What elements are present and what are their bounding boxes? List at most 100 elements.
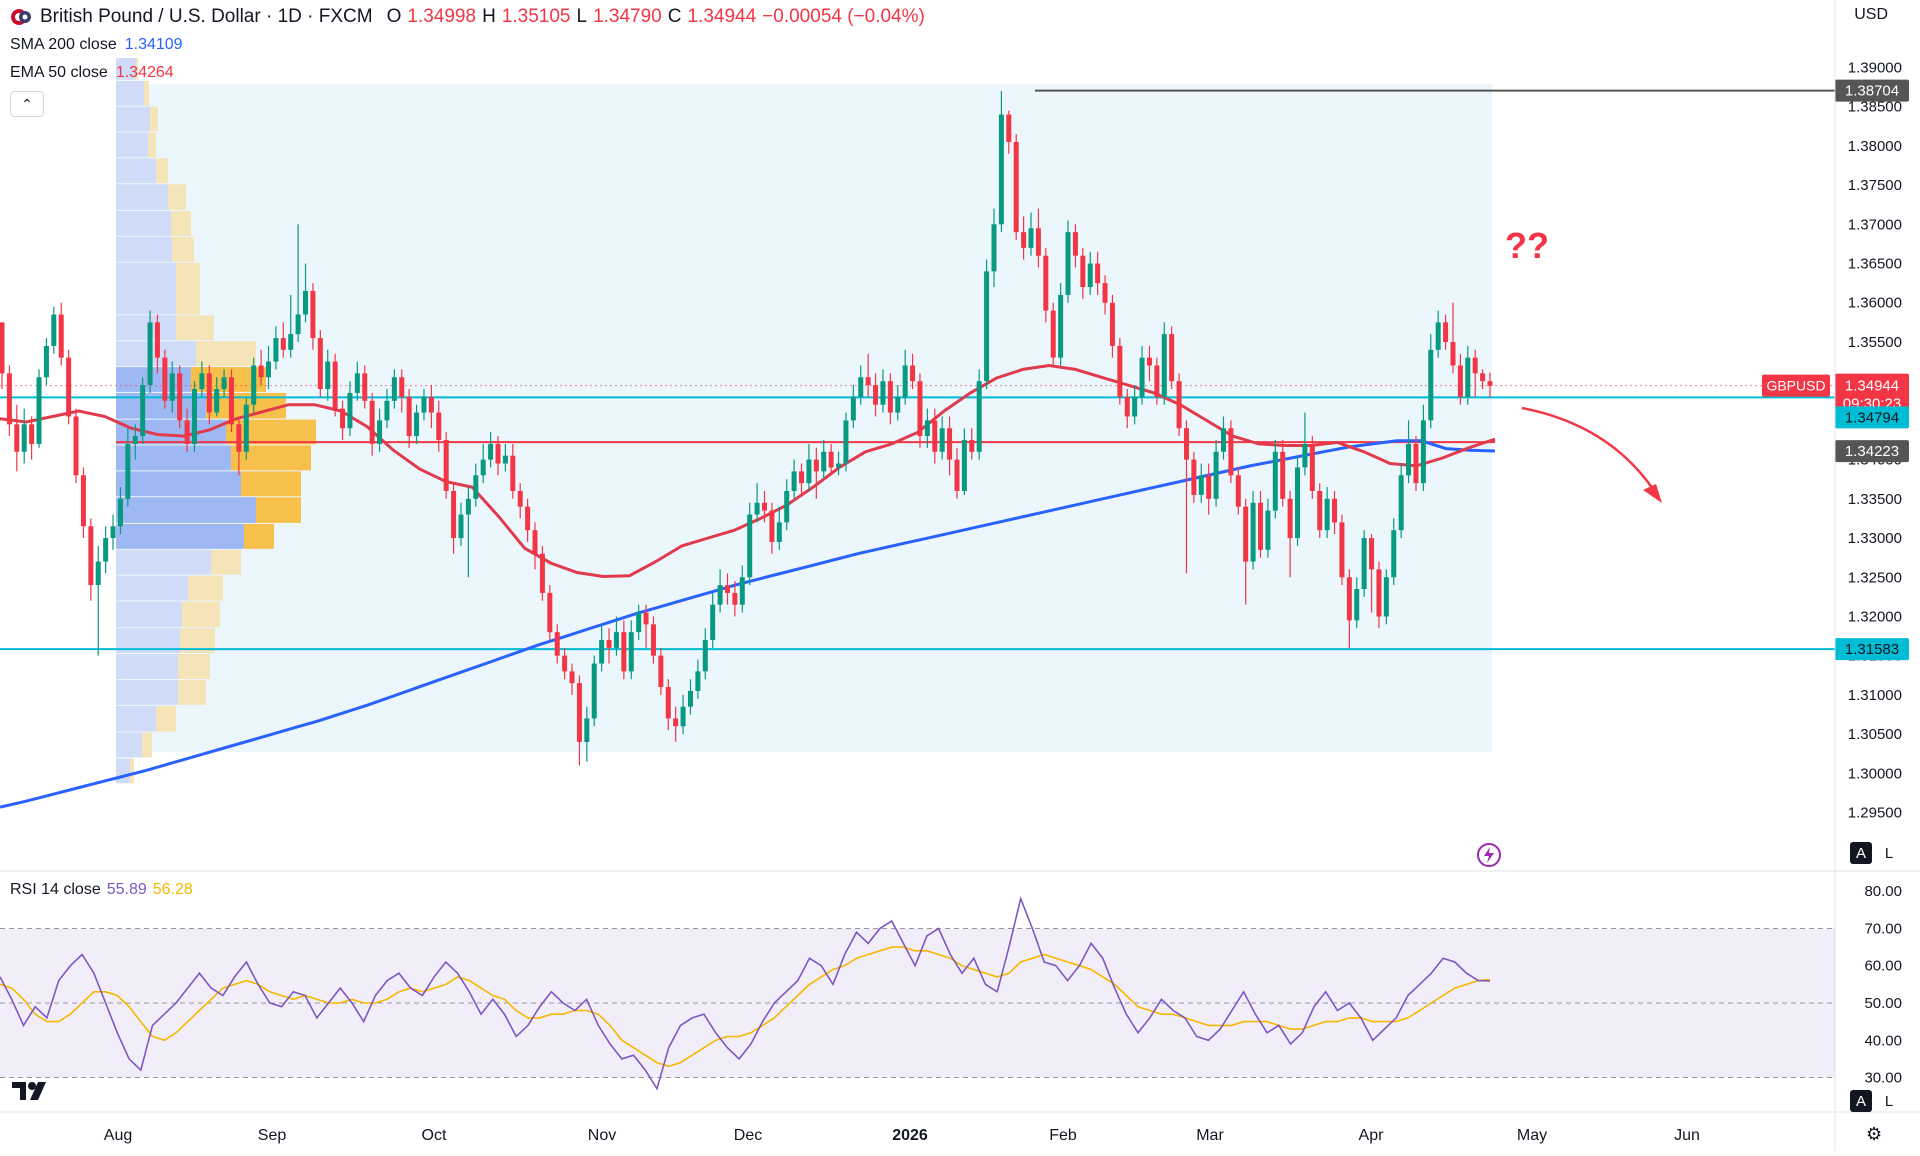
rsi-log-scale-button[interactable]: L bbox=[1884, 1092, 1894, 1110]
price-tag-label: 1.31583 bbox=[1845, 641, 1899, 658]
candle-body bbox=[177, 373, 183, 421]
candle-body bbox=[303, 290, 309, 315]
candle-body bbox=[502, 455, 508, 464]
symbol-title[interactable]: British Pound / U.S. Dollar · 1D · FXCM bbox=[40, 6, 373, 27]
candle-body bbox=[887, 381, 893, 413]
candle-body bbox=[991, 224, 997, 272]
chevron-up-icon: ⌃ bbox=[21, 95, 33, 112]
candle-body bbox=[1272, 451, 1278, 511]
price-tick-label: 1.35500 bbox=[1848, 334, 1902, 351]
candle-body bbox=[932, 420, 938, 452]
candle-body bbox=[443, 440, 449, 491]
candle-body bbox=[710, 604, 716, 640]
candle-body bbox=[1058, 294, 1064, 358]
volume-profile-bar bbox=[116, 262, 176, 315]
candle-body bbox=[1043, 255, 1049, 311]
candle-body bbox=[251, 365, 257, 405]
volume-profile-bar bbox=[178, 654, 210, 679]
candle-body bbox=[325, 361, 331, 390]
price-tag bbox=[1835, 79, 1909, 102]
candle-body bbox=[273, 338, 279, 362]
candle-body bbox=[1309, 443, 1315, 491]
rsi-band bbox=[0, 928, 1835, 1078]
candle-body bbox=[117, 498, 123, 527]
candle-body bbox=[1065, 232, 1071, 295]
volume-profile-bar bbox=[182, 601, 220, 628]
candle-body bbox=[1376, 569, 1382, 617]
volume-profile-bar bbox=[168, 184, 186, 210]
price-tick-label: 1.37000 bbox=[1848, 216, 1902, 233]
candle-body bbox=[21, 424, 27, 452]
forecast-arrow bbox=[1521, 406, 1657, 493]
candle-body bbox=[1420, 420, 1426, 484]
candle-body bbox=[828, 451, 834, 468]
candle-body bbox=[821, 451, 827, 472]
candle-body bbox=[465, 498, 471, 515]
candle-body bbox=[747, 514, 753, 578]
high-value: 1.35105 bbox=[501, 6, 571, 27]
collapse-legend-button[interactable]: ⌃ bbox=[10, 91, 44, 117]
candle-body bbox=[591, 663, 597, 719]
volume-profile-bar bbox=[116, 497, 256, 523]
price-tick-label: 1.33000 bbox=[1848, 530, 1902, 547]
symbol-header: British Pound / U.S. Dollar · 1D · FXCM … bbox=[10, 6, 925, 28]
price-tag-label: 1.34223 bbox=[1845, 443, 1899, 460]
gear-icon[interactable]: ⚙ bbox=[1866, 1124, 1883, 1144]
low-label: L bbox=[576, 6, 588, 27]
volume-profile-bar bbox=[116, 315, 176, 341]
candle-body bbox=[125, 443, 131, 499]
candle-body bbox=[517, 490, 523, 507]
rsi-tick-label: 50.00 bbox=[1864, 995, 1902, 1012]
lightning-icon[interactable] bbox=[1476, 842, 1502, 868]
log-scale-button[interactable]: L bbox=[1884, 844, 1894, 862]
candle-body bbox=[43, 345, 49, 378]
time-tick-label: Sep bbox=[258, 1127, 287, 1144]
auto-scale-button[interactable]: A bbox=[1850, 842, 1872, 864]
candle-body bbox=[1457, 365, 1463, 397]
candle-body bbox=[1183, 428, 1189, 460]
candle-body bbox=[488, 443, 494, 460]
candle-body bbox=[340, 408, 346, 429]
candle-body bbox=[865, 377, 871, 386]
volume-profile-bar bbox=[116, 210, 171, 236]
candle-body bbox=[147, 322, 153, 386]
candle-body bbox=[858, 377, 864, 397]
candle-body bbox=[650, 624, 656, 656]
candle-body bbox=[1220, 428, 1226, 452]
candle-body bbox=[317, 338, 323, 390]
volume-profile-bar bbox=[172, 236, 194, 262]
volume-profile-bar bbox=[116, 523, 244, 549]
volume-profile-bar bbox=[144, 80, 149, 106]
candle-body bbox=[1472, 357, 1478, 374]
price-tag bbox=[1835, 440, 1909, 463]
candle-body bbox=[95, 561, 101, 586]
candle-body bbox=[473, 475, 479, 499]
candle-body bbox=[843, 420, 849, 464]
time-tick-label: 2026 bbox=[892, 1127, 928, 1144]
candle-body bbox=[428, 396, 434, 413]
candle-body bbox=[347, 392, 353, 429]
time-tick-label: Feb bbox=[1049, 1127, 1077, 1144]
sma-legend[interactable]: SMA 200 close 1.34109 bbox=[10, 36, 183, 54]
price-tick-label: 1.38000 bbox=[1848, 138, 1902, 155]
candle-body bbox=[687, 690, 693, 707]
rsi-legend[interactable]: RSI 14 close 55.89 56.28 bbox=[10, 881, 193, 899]
candle-body bbox=[1228, 428, 1234, 476]
candle-body bbox=[110, 526, 116, 539]
ema-legend[interactable]: EMA 50 close 1.34264 bbox=[10, 64, 174, 82]
candle-body bbox=[1413, 443, 1419, 484]
candle-body bbox=[1095, 263, 1101, 284]
candle-body bbox=[628, 632, 634, 672]
candle-body bbox=[206, 373, 212, 413]
candle-body bbox=[1487, 381, 1493, 386]
candle-body bbox=[14, 424, 20, 452]
candle-body bbox=[1332, 498, 1338, 523]
candle-body bbox=[954, 459, 960, 491]
candle-body bbox=[799, 471, 805, 484]
currency-label[interactable]: USD bbox=[1854, 6, 1888, 23]
candle-body bbox=[295, 314, 301, 335]
candle-body bbox=[599, 640, 605, 664]
rsi-auto-scale-button[interactable]: A bbox=[1850, 1090, 1872, 1112]
volume-profile-bar bbox=[176, 315, 214, 341]
